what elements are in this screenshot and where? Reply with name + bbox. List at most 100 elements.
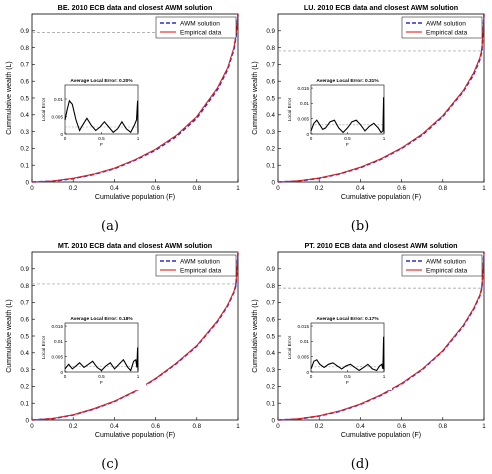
y-tick-label: 0 <box>272 417 276 424</box>
x-tick-label: 0.4 <box>110 185 119 192</box>
y-tick-label: 0.8 <box>266 283 275 290</box>
y-tick-label: 0.9 <box>20 28 29 35</box>
inset-y-tick-label: 0 <box>60 370 63 375</box>
inset-x-tick-label: 1 <box>383 374 386 379</box>
inset-x-tick-label: 1 <box>137 136 140 141</box>
y-tick-label: 0.2 <box>266 146 275 153</box>
chart-title: LU. 2010 ECB data and closest AWM soluti… <box>304 3 458 12</box>
inset-x-tick-label: 1 <box>383 136 386 141</box>
empirical-series-line <box>31 13 239 183</box>
x-tick-label: 0.8 <box>438 423 447 430</box>
x-tick-label: 0 <box>276 185 280 192</box>
legend-label-awm: AWM solution <box>180 258 220 265</box>
x-axis-label: Cumulative population (F) <box>341 432 421 439</box>
sub-caption-c: (c) <box>101 457 119 472</box>
y-tick-label: 0 <box>26 417 30 424</box>
y-tick-label: 0 <box>272 179 276 186</box>
inset-x-axis-label: F <box>100 380 103 386</box>
y-tick-label: 0.2 <box>20 146 29 153</box>
inset-y-tick-label: 0.015 <box>298 324 310 329</box>
y-tick-label: 0.1 <box>20 401 29 408</box>
inset-x-tick-label: 0.5 <box>344 136 351 141</box>
x-tick-label: 0.6 <box>397 185 406 192</box>
legend-label-empirical: Empirical data <box>180 29 222 36</box>
x-tick-label: 0.6 <box>151 423 160 430</box>
x-axis-label: Cumulative population (F) <box>95 432 175 439</box>
y-tick-label: 0.3 <box>266 367 275 374</box>
inset-plot-area <box>64 322 139 373</box>
y-tick-label: 0.6 <box>20 317 29 324</box>
legend-label-awm: AWM solution <box>180 20 220 27</box>
y-tick-label: 0.6 <box>20 79 29 86</box>
empirical-series-line <box>31 251 239 421</box>
y-tick-label: 0.5 <box>266 95 275 102</box>
inset-y-tick-label: 0.01 <box>300 101 309 106</box>
y-tick-label: 0.7 <box>266 62 275 69</box>
awm-marker: * <box>481 49 484 55</box>
x-tick-label: 0.6 <box>151 185 160 192</box>
inset-plot-area <box>310 84 385 135</box>
inset-y-tick-label: 0.01 <box>54 97 63 102</box>
chart-be: BE. 2010 ECB data and closest AWM soluti… <box>6 3 240 201</box>
x-tick-label: 0 <box>276 423 280 430</box>
sub-caption-b: (b) <box>350 219 370 234</box>
y-tick-label: 0.5 <box>266 333 275 340</box>
x-tick-label: 0.2 <box>315 423 324 430</box>
inset-y-tick-label: 0.005 <box>52 354 64 359</box>
x-tick-label: 0.4 <box>356 185 365 192</box>
chart-title: BE. 2010 ECB data and closest AWM soluti… <box>58 3 213 12</box>
inset-error-line <box>64 347 139 372</box>
x-tick-label: 1 <box>482 185 486 192</box>
chart-mt: MT. 2010 ECB data and closest AWM soluti… <box>6 241 240 439</box>
empirical-series-line <box>277 251 485 421</box>
y-tick-label: 0.6 <box>266 317 275 324</box>
legend: AWM solution Empirical data <box>401 254 483 277</box>
y-tick-label: 0.6 <box>266 79 275 86</box>
inset-title: Average Local Error: 0.31% <box>316 78 379 84</box>
inset-x-tick-label: 0.5 <box>344 374 351 379</box>
inset: Average Local Error: 0.31% 0 0.005 0.01 0.01… <box>283 76 392 152</box>
inset-plot-area <box>310 322 385 373</box>
legend-label-awm: AWM solution <box>426 20 466 27</box>
inset-y-axis-label: Local Error <box>41 97 47 121</box>
inset-x-axis-label: F <box>346 380 349 386</box>
inset-error-line <box>64 99 139 134</box>
x-tick-label: 0.2 <box>315 185 324 192</box>
x-tick-label: 1 <box>482 423 486 430</box>
empirical-series-line <box>277 13 485 183</box>
inset-error-line <box>310 97 385 134</box>
x-tick-label: 0.6 <box>397 423 406 430</box>
inset-y-tick-label: 0.015 <box>52 324 64 329</box>
y-tick-label: 0.8 <box>266 45 275 52</box>
inset-x-tick-label: 0 <box>64 136 67 141</box>
y-axis-label: Cummulative wealth (L) <box>252 61 259 135</box>
x-tick-label: 0.8 <box>192 423 201 430</box>
inset-y-tick-label: 0 <box>306 370 309 375</box>
y-axis-label: Cummulative wealth (L) <box>6 61 13 135</box>
legend-label-awm: AWM solution <box>426 258 466 265</box>
inset-y-tick-label: 0.01 <box>300 339 309 344</box>
inset: Average Local Error: 0.20% 0 0.005 0.01 0 0.5… <box>37 76 146 152</box>
y-tick-label: 0.4 <box>266 112 275 119</box>
inset-x-tick-label: 1 <box>137 374 140 379</box>
inset-x-tick-label: 0.5 <box>98 374 105 379</box>
inset-y-tick-label: 0.015 <box>298 86 310 91</box>
y-tick-label: 0.5 <box>20 333 29 340</box>
legend: AWM solution Empirical data <box>155 16 237 39</box>
x-tick-label: 0.8 <box>438 185 447 192</box>
y-tick-label: 0.2 <box>20 384 29 391</box>
inset: Average Local Error: 0.18% 0 0.005 0.01 0.01… <box>37 314 146 390</box>
y-tick-label: 0.4 <box>266 350 275 357</box>
inset-x-axis-label: F <box>100 142 103 148</box>
y-tick-label: 0.9 <box>266 28 275 35</box>
y-tick-label: 0.7 <box>20 62 29 69</box>
y-tick-label: 0.3 <box>266 129 275 136</box>
x-tick-label: 0.8 <box>192 185 201 192</box>
awm-series-line <box>277 13 485 183</box>
y-tick-label: 0.3 <box>20 367 29 374</box>
inset-y-axis-label: Local Error <box>41 335 47 359</box>
inset-y-tick-label: 0 <box>306 132 309 137</box>
y-tick-label: 0.1 <box>20 163 29 170</box>
y-tick-label: 0.7 <box>266 300 275 307</box>
inset-title: Average Local Error: 0.17% <box>316 316 379 322</box>
